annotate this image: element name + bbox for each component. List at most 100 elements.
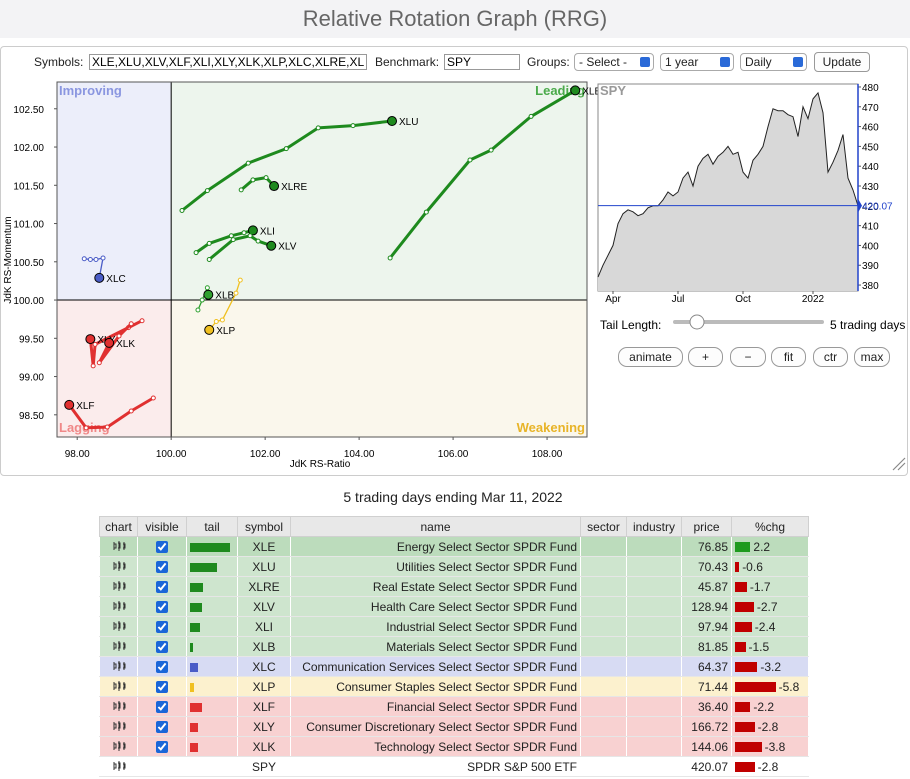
period-select[interactable]: 1 year bbox=[660, 53, 734, 71]
chart-button[interactable]: fit bbox=[771, 347, 806, 367]
visible-cell bbox=[137, 696, 187, 717]
spy-x-tick-label: 2022 bbox=[802, 294, 825, 305]
head-point bbox=[85, 334, 96, 345]
sector-cell bbox=[580, 656, 627, 677]
column-header[interactable]: sector bbox=[580, 516, 627, 537]
visible-checkbox[interactable] bbox=[156, 581, 168, 594]
column-header[interactable]: industry bbox=[626, 516, 682, 537]
name-cell: Communication Services Select Sector SPD… bbox=[290, 656, 581, 677]
tail-point bbox=[238, 187, 244, 193]
chart-icon[interactable] bbox=[112, 760, 126, 771]
chart-icon[interactable] bbox=[112, 600, 126, 611]
benchmark-input[interactable] bbox=[444, 54, 520, 70]
visible-checkbox[interactable] bbox=[156, 681, 168, 694]
chart-button[interactable]: max bbox=[854, 347, 890, 367]
column-header[interactable]: visible bbox=[137, 516, 187, 537]
frequency-select[interactable]: Daily bbox=[740, 53, 807, 71]
x-tick-label: 106.00 bbox=[438, 449, 469, 460]
chart-icon[interactable] bbox=[112, 660, 126, 671]
chart-button[interactable]: ctr bbox=[813, 347, 848, 367]
tail-bar bbox=[190, 582, 203, 592]
spy-y-tick-label: 460 bbox=[862, 123, 879, 134]
spy-title: SPY bbox=[600, 83, 626, 98]
chart-icon[interactable] bbox=[112, 700, 126, 711]
price-cell: 70.43 bbox=[681, 556, 732, 577]
chart-cell bbox=[99, 576, 138, 597]
tail-point bbox=[250, 177, 256, 183]
visible-checkbox[interactable] bbox=[156, 641, 168, 654]
visible-checkbox[interactable] bbox=[156, 601, 168, 614]
visible-checkbox[interactable] bbox=[156, 661, 168, 674]
tail-cell bbox=[186, 716, 238, 737]
tail-bar bbox=[190, 742, 198, 752]
visible-checkbox[interactable] bbox=[156, 721, 168, 734]
column-header[interactable]: symbol bbox=[237, 516, 291, 537]
visible-checkbox[interactable] bbox=[156, 561, 168, 574]
chart-icon[interactable] bbox=[112, 720, 126, 731]
rrg-y-label: JdK RS-Momentum bbox=[3, 216, 14, 303]
chart-icon[interactable] bbox=[112, 680, 126, 691]
tail-point bbox=[528, 113, 534, 119]
symbol-cell: XLRE bbox=[237, 576, 291, 597]
chg-cell: -3.2 bbox=[731, 656, 809, 677]
table-row: XLI Industrial Select Sector SPDR Fund 97.… bbox=[99, 616, 809, 637]
tail-point bbox=[283, 146, 289, 152]
tail-point bbox=[179, 208, 185, 214]
quadrant-lagging bbox=[57, 300, 172, 437]
visible-cell bbox=[137, 656, 187, 677]
table-row: XLP Consumer Staples Select Sector SPDR F… bbox=[99, 676, 809, 697]
spy-y-tick-label: 450 bbox=[862, 142, 879, 153]
tail-point bbox=[230, 237, 236, 243]
table-row: XLE Energy Select Sector SPDR Fund 76.85 2.… bbox=[99, 536, 809, 557]
tail-point bbox=[488, 147, 494, 153]
head-point bbox=[204, 324, 215, 335]
price-cell: 81.85 bbox=[681, 636, 732, 657]
chart-button[interactable]: animate bbox=[618, 347, 683, 367]
visible-checkbox[interactable] bbox=[156, 541, 168, 554]
sector-cell bbox=[580, 576, 627, 597]
tail-point bbox=[150, 395, 156, 401]
groups-select[interactable]: - Select - bbox=[574, 53, 654, 71]
tail-point bbox=[263, 175, 269, 181]
column-header[interactable]: %chg bbox=[731, 516, 809, 537]
tail-point bbox=[199, 297, 205, 303]
symbols-input[interactable] bbox=[89, 54, 367, 70]
last-price-label: 420.07 bbox=[862, 202, 893, 213]
chg-bar bbox=[735, 662, 758, 673]
spy-y-tick-label: 420 bbox=[862, 202, 879, 213]
column-header[interactable]: price bbox=[681, 516, 732, 537]
column-header[interactable]: chart bbox=[99, 516, 138, 537]
chart-button[interactable]: + bbox=[688, 347, 723, 367]
resize-grip[interactable] bbox=[892, 457, 906, 471]
chart-icon[interactable] bbox=[112, 640, 126, 651]
price-cell: 45.87 bbox=[681, 576, 732, 597]
column-header[interactable]: tail bbox=[186, 516, 238, 537]
chart-icon[interactable] bbox=[112, 620, 126, 631]
tail-point bbox=[139, 318, 145, 324]
chart-icon[interactable] bbox=[112, 580, 126, 591]
y-tick-label: 99.50 bbox=[19, 334, 44, 345]
visible-checkbox[interactable] bbox=[156, 621, 168, 634]
tail-cell bbox=[186, 556, 238, 577]
column-header[interactable]: name bbox=[290, 516, 581, 537]
tail-slider-knob[interactable] bbox=[689, 314, 705, 330]
symbol-cell: XLE bbox=[237, 536, 291, 557]
industry-cell bbox=[626, 636, 682, 657]
series-label: XLV bbox=[278, 242, 296, 253]
chart-icon[interactable] bbox=[112, 560, 126, 571]
chart-icon[interactable] bbox=[112, 540, 126, 551]
chart-button[interactable]: − bbox=[730, 347, 766, 367]
update-button[interactable]: Update bbox=[814, 52, 870, 72]
visible-checkbox[interactable] bbox=[156, 701, 168, 714]
head-point bbox=[203, 289, 214, 300]
head-point bbox=[269, 181, 280, 192]
tail-bar bbox=[190, 562, 217, 572]
visible-checkbox[interactable] bbox=[156, 741, 168, 754]
plot-border bbox=[56, 81, 588, 438]
chg-cell: -3.8 bbox=[731, 736, 809, 757]
chart-icon[interactable] bbox=[112, 740, 126, 751]
quadrant-weakening bbox=[171, 300, 587, 437]
visible-cell bbox=[137, 716, 187, 737]
chg-cell: -2.2 bbox=[731, 696, 809, 717]
